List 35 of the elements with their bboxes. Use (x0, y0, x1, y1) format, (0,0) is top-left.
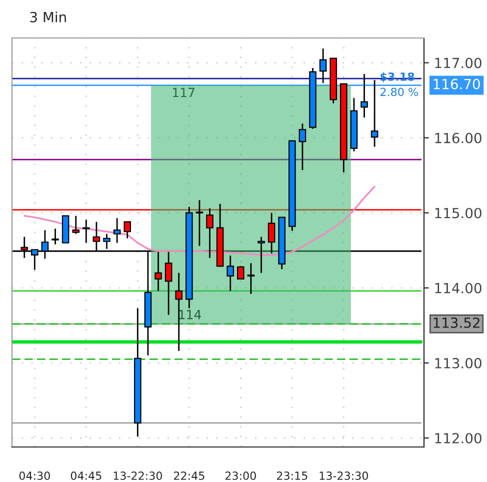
ref-line-label: 116.70 (434, 78, 480, 90)
x-tick-label: 04:45 (70, 472, 102, 480)
candlestick (319, 48, 327, 84)
annotation: 114 (179, 310, 201, 320)
x-tick-label: 22:45 (174, 472, 204, 480)
candlestick (237, 265, 244, 280)
x-tick-label: 04:30 (19, 472, 50, 480)
y-tick-label: 116.00 (435, 132, 482, 144)
candlestick (82, 218, 90, 244)
candlestick (113, 217, 121, 244)
candlestick (370, 79, 378, 148)
candlestick (298, 122, 306, 171)
candlestick (164, 251, 172, 316)
x-tick-label: 13-23:30 (320, 472, 368, 480)
candlestick (247, 262, 255, 295)
annotation: 2.80 % (380, 88, 418, 96)
ref-line-label: 113.52 (434, 317, 480, 328)
y-tick-label: 117.00 (435, 58, 482, 68)
y-tick-label: 114.00 (435, 282, 482, 294)
y-tick-label: 115.00 (435, 208, 482, 218)
line-series (24, 186, 376, 256)
candlestick (124, 221, 132, 240)
candlestick (196, 199, 204, 247)
candlestick (360, 73, 368, 118)
candlestick (72, 215, 80, 235)
chart-title: 3 Min (30, 12, 66, 22)
x-tick-label: 23:15 (276, 472, 308, 480)
x-tick-label: 13-22:30 (114, 472, 162, 480)
y-tick-label: 113.00 (435, 358, 482, 368)
candlestick (154, 251, 162, 292)
candlestick (226, 254, 234, 292)
annotation: 117 (173, 88, 194, 98)
y-tick-label: 112.00 (435, 432, 482, 444)
x-tick-label: 23:00 (225, 472, 256, 480)
candlestick (52, 228, 59, 246)
